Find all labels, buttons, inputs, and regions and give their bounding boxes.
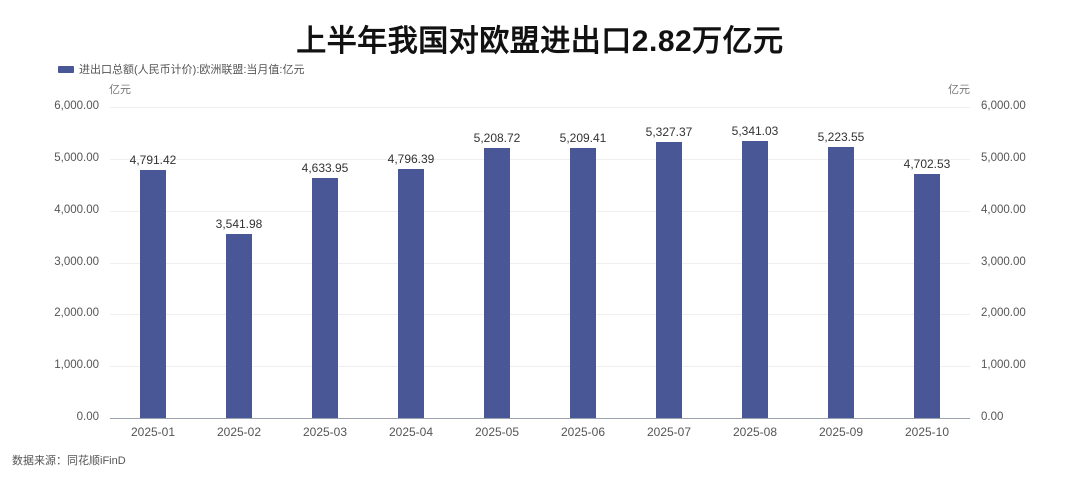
bar-value-label: 5,341.03	[731, 124, 779, 139]
bar-2025-07[interactable]	[656, 141, 682, 418]
x-tick-label: 2025-03	[302, 425, 348, 439]
data-source: 数据来源：同花顺iFinD	[12, 455, 126, 467]
chart-title: 上半年我国对欧盟进出口2.82万亿元	[296, 25, 784, 58]
bar-2025-05[interactable]	[484, 148, 510, 418]
legend-label: 进出口总额(人民币计价):欧洲联盟:当月值:亿元	[79, 64, 305, 76]
right-y-tick-label: 6,000.00	[981, 100, 1026, 112]
x-tick-label: 2025-10	[904, 425, 950, 439]
bar-value-label: 4,633.95	[301, 160, 349, 175]
gridline	[110, 107, 970, 108]
x-tick-label: 2025-06	[560, 425, 606, 439]
x-tick-label: 2025-08	[732, 425, 778, 439]
bar-value-label: 4,796.39	[387, 152, 435, 167]
right-y-tick-label: 2,000.00	[981, 307, 1026, 320]
left-y-tick-label: 6,000.00	[54, 100, 99, 112]
left-y-tick-label: 0.00	[76, 411, 99, 423]
bar-value-label: 4,702.53	[903, 157, 951, 172]
bar-value-label: 4,791.42	[129, 152, 177, 167]
gridline	[110, 366, 970, 368]
bar-2025-02[interactable]	[226, 234, 252, 418]
right-y-tick-label: 3,000.00	[981, 255, 1026, 268]
bar-2025-08[interactable]	[742, 141, 768, 418]
right-y-tick-label: 5,000.00	[981, 151, 1026, 164]
left-y-tick-label: 1,000.00	[54, 359, 99, 372]
gridline	[110, 210, 970, 212]
left-y-tick-label: 4,000.00	[54, 203, 99, 216]
x-tick-label: 2025-07	[646, 425, 692, 439]
right-y-tick-label: 1,000.00	[981, 359, 1026, 372]
gridline	[110, 314, 970, 316]
left-y-tick-label: 5,000.00	[54, 151, 99, 164]
x-tick-label: 2025-01	[130, 425, 176, 439]
right-axis-unit: 亿元	[948, 84, 970, 96]
legend[interactable]: 进出口总额(人民币计价):欧洲联盟:当月值:亿元	[58, 61, 305, 77]
x-tick-label: 2025-02	[216, 425, 262, 439]
left-y-tick-label: 3,000.00	[54, 255, 99, 268]
bar-value-label: 5,209.41	[559, 130, 607, 145]
right-y-tick-label: 4,000.00	[981, 203, 1026, 216]
gridline	[110, 262, 970, 264]
left-y-tick-label: 2,000.00	[54, 307, 99, 320]
bar-2025-01[interactable]	[140, 169, 166, 418]
x-axis-line	[110, 418, 970, 419]
gridline	[110, 158, 970, 160]
bar-2025-10[interactable]	[914, 174, 940, 418]
legend-swatch-icon	[58, 65, 74, 73]
bar-2025-06[interactable]	[570, 147, 596, 418]
bar-value-label: 5,208.72	[473, 131, 521, 145]
right-y-tick-label: 0.00	[981, 411, 1004, 423]
x-tick-label: 2025-04	[388, 425, 434, 439]
bar-value-label: 5,223.55	[817, 130, 865, 145]
left-axis-unit: 亿元	[109, 84, 131, 96]
x-tick-label: 2025-05	[474, 425, 520, 439]
bar-value-label: 5,327.37	[645, 124, 693, 139]
x-tick-label: 2025-09	[818, 425, 864, 439]
bar-2025-03[interactable]	[312, 177, 338, 418]
bar-2025-09[interactable]	[828, 147, 854, 418]
bar-value-label: 3,541.98	[215, 217, 263, 232]
bar-2025-04[interactable]	[398, 169, 424, 418]
